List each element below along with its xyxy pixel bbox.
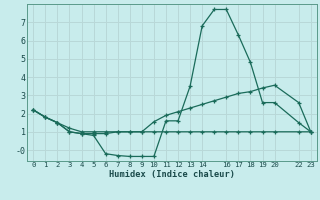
X-axis label: Humidex (Indice chaleur): Humidex (Indice chaleur): [109, 170, 235, 179]
